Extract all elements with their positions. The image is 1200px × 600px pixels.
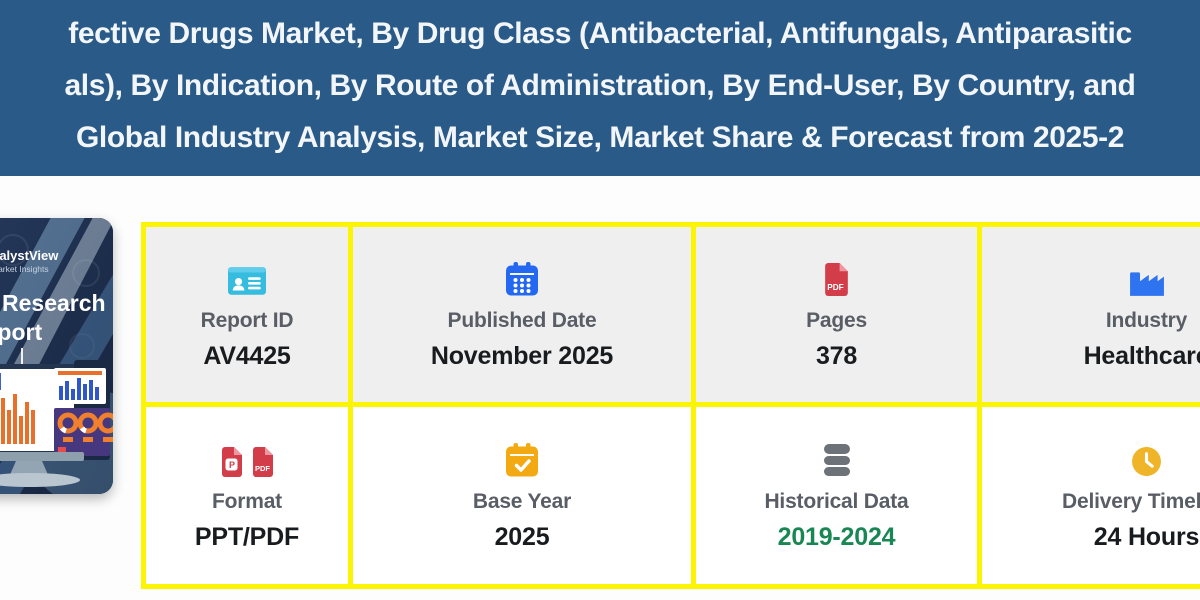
card-label: Format (212, 490, 282, 513)
cover-bar-chart (0, 373, 35, 444)
cover-title-research: Research (2, 290, 106, 316)
cover-mini-chart (58, 371, 102, 400)
pdf-file-icon: PDF (252, 447, 273, 477)
report-title-banner: fective Drugs Market, By Drug Class (Ant… (0, 0, 1200, 176)
card-base-year: Base Year 2025 (353, 407, 691, 584)
cover-donut-charts (57, 412, 113, 453)
svg-text:PDF: PDF (827, 283, 844, 292)
card-value: 378 (815, 342, 858, 370)
card-value: Healthcare (1083, 342, 1200, 370)
card-value: AV4425 (203, 342, 291, 370)
cover-brand-name: AnalystView (0, 248, 59, 263)
report-info-grid: Report ID AV4425 Published Date November… (141, 222, 1200, 589)
card-delivery-timeline: Delivery Timeline 24 Hours (982, 407, 1200, 584)
pdf-file-icon: PDF (825, 263, 848, 296)
id-card-icon (228, 267, 266, 295)
report-cover-illustration: AnalystView Market Insights Research Rep… (0, 218, 113, 494)
cover-brand-subtitle: Market Insights (0, 264, 49, 274)
svg-text:P: P (229, 460, 235, 470)
card-format: P PDF Format PPT/PDF (146, 407, 348, 584)
card-value: 24 Hours (1093, 523, 1200, 551)
card-value: November 2025 (430, 342, 614, 370)
card-label: Industry (1105, 309, 1188, 332)
cover-title-report: Report (0, 319, 42, 345)
factory-icon (1129, 272, 1164, 296)
report-title-line-1: fective Drugs Market, By Drug Class (Ant… (68, 17, 1132, 50)
report-title-line-2: als), By Indication, By Route of Adminis… (64, 69, 1136, 102)
card-label: Historical Data (764, 490, 909, 513)
card-historical-data: Historical Data 2019-2024 (696, 407, 977, 584)
svg-text:PDF: PDF (255, 464, 270, 473)
card-published-date: Published Date November 2025 (353, 227, 691, 402)
database-icon (823, 444, 850, 476)
calendar-check-icon (506, 443, 538, 477)
card-industry: Industry Healthcare (982, 227, 1200, 402)
card-value: PPT/PDF (194, 523, 300, 551)
card-label: Pages (806, 309, 867, 332)
clock-icon (1132, 447, 1161, 476)
report-cover-image: AnalystView Market Insights Research Rep… (0, 218, 113, 494)
calendar-icon (506, 262, 538, 296)
card-value: 2025 (494, 523, 550, 551)
card-pages: PDF Pages 378 (696, 227, 977, 402)
card-label: Base Year (472, 490, 572, 513)
card-label: Report ID (200, 309, 294, 332)
ppt-file-icon: P (221, 447, 242, 477)
report-title-line-3: Global Industry Analysis, Market Size, M… (75, 121, 1124, 154)
card-value: 2019-2024 (777, 523, 896, 551)
card-label: Delivery Timeline (1062, 490, 1200, 513)
card-report-id: Report ID AV4425 (146, 227, 348, 402)
card-label: Published Date (447, 309, 597, 332)
